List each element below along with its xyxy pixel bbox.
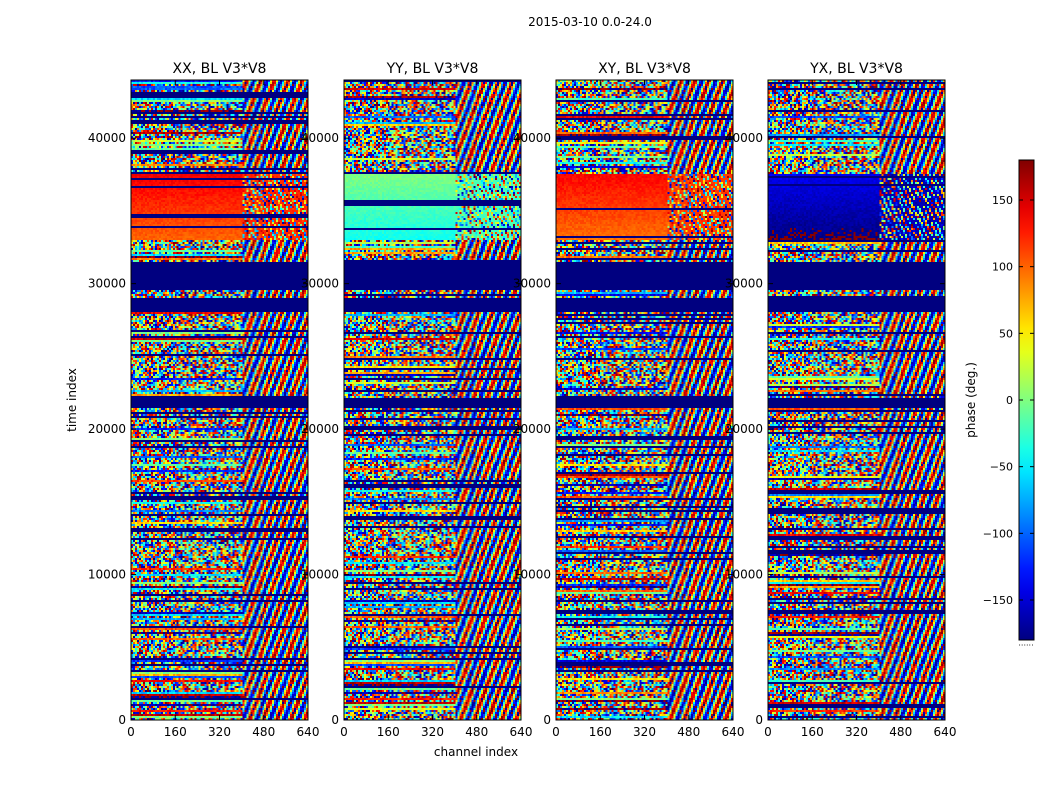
x-tick-label: 320 [208,725,231,739]
y-tick-label: 20000 [88,422,126,436]
y-tick-label: 40000 [513,131,551,145]
y-tick-label: 40000 [88,131,126,145]
x-tick-label: 0 [127,725,135,739]
x-tick-label: 0 [764,725,772,739]
y-tick-label: 0 [543,713,551,727]
panel-heatmap-0 [131,80,308,720]
y-tick-label: 30000 [301,277,339,291]
y-tick-label: 10000 [513,568,551,582]
colorbar-tick-label: 50 [999,327,1013,340]
y-tick-label: 30000 [88,277,126,291]
x-tick-label: 320 [633,725,656,739]
x-tick-label: 160 [164,725,187,739]
y-tick-label: 0 [331,713,339,727]
x-tick-label: 480 [252,725,275,739]
panels-group: XX, BL V3*V8 0 160 320 480 640 0 10000 20000 3000… [88,61,957,739]
x-tick-label: 640 [510,725,533,739]
x-tick-label: 480 [889,725,912,739]
colorbar-tick-label: −100 [983,527,1013,540]
colorbar-footer: ······ [1018,641,1033,650]
y-tick-label: 20000 [513,422,551,436]
x-axis-label: channel index [434,745,518,759]
x-tick-label: 160 [801,725,824,739]
colorbar-label: phase (deg.) [964,362,978,438]
colorbar-tick-label: 0 [1006,394,1013,407]
colorbar-tick-label: 100 [992,261,1013,274]
y-tick-label: 40000 [301,131,339,145]
panel-3: YX, BL V3*V8 0 160 320 480 640 0 10000 20000 3000… [725,61,957,739]
x-tick-label: 160 [377,725,400,739]
x-tick-label: 320 [421,725,444,739]
colorbar-tick-label: −50 [990,461,1013,474]
panel-1: YY, BL V3*V8 0 160 320 480 640 0 10000 20000 3000… [301,61,533,739]
x-tick-label: 160 [589,725,612,739]
x-tick-label: 640 [297,725,320,739]
colorbar-tick-label: −150 [983,594,1013,607]
panel-heatmap-3 [768,80,945,720]
x-tick-label: 320 [845,725,868,739]
x-tick-label: 0 [340,725,348,739]
y-axis-label: time index [65,368,79,432]
panel-title-1: YY, BL V3*V8 [386,61,479,77]
panel-heatmap-2 [556,80,733,720]
panel-title-0: XX, BL V3*V8 [173,61,267,77]
panel-title-2: XY, BL V3*V8 [598,61,691,77]
panel-2: XY, BL V3*V8 0 160 320 480 640 0 10000 20000 3000… [513,61,745,739]
panel-0: XX, BL V3*V8 0 160 320 480 640 0 10000 20000 3000… [88,61,320,739]
panel-title-3: YX, BL V3*V8 [809,61,903,77]
x-tick-label: 640 [934,725,957,739]
colorbar-tick-label: 150 [992,194,1013,207]
y-tick-label: 30000 [725,277,763,291]
y-tick-label: 0 [118,713,126,727]
y-tick-label: 30000 [513,277,551,291]
y-tick-label: 40000 [725,131,763,145]
colorbar: −150 −100 −50 0 50 100 150 [983,159,1035,641]
x-tick-label: 0 [552,725,560,739]
x-tick-label: 640 [722,725,745,739]
y-tick-label: 20000 [301,422,339,436]
y-tick-label: 10000 [88,568,126,582]
figure-suptitle: 2015-03-10 0.0-24.0 [528,15,652,29]
y-tick-label: 0 [755,713,763,727]
y-tick-label: 10000 [725,568,763,582]
y-tick-label: 20000 [725,422,763,436]
y-tick-label: 10000 [301,568,339,582]
panel-heatmap-1 [344,80,521,720]
x-tick-label: 480 [677,725,700,739]
x-tick-label: 480 [465,725,488,739]
